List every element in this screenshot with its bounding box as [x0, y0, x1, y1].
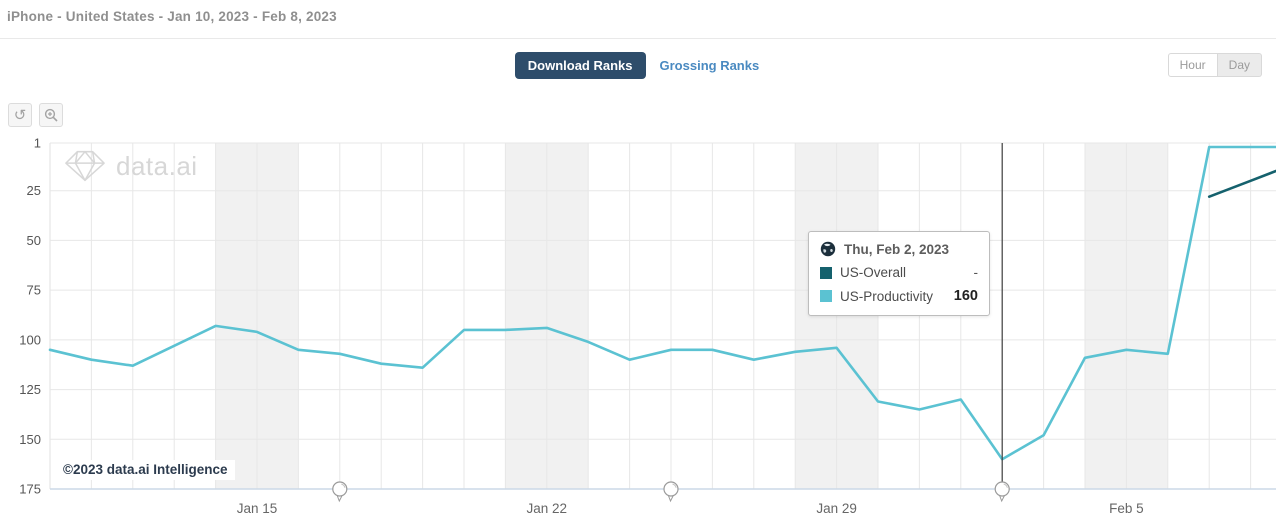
x-axis-tick-label: Feb 5 [1109, 501, 1144, 516]
copyright-label: ©2023 data.ai Intelligence [60, 460, 235, 480]
overall-series-value: - [973, 265, 979, 280]
x-axis-tick-label: Jan 29 [816, 501, 857, 516]
granularity-hour-button[interactable]: Hour [1167, 53, 1218, 77]
tooltip-date-row: Thu, Feb 2, 2023 [820, 241, 978, 257]
tooltip-row-productivity: US-Productivity 160 [820, 288, 978, 304]
y-axis-tick-label: 150 [19, 432, 41, 447]
reset-icon: ↺ [13, 106, 27, 124]
y-axis-tick-label: 1 [34, 136, 41, 151]
globe-icon [820, 241, 836, 257]
productivity-series-label: US-Productivity [840, 288, 934, 304]
overall-series-swatch [820, 266, 832, 279]
chart-tooltip: Thu, Feb 2, 2023 US-Overall - US-Product… [808, 231, 990, 316]
chart-zoom-controls: ↺ [8, 103, 63, 127]
y-axis-tick-label: 75 [27, 283, 41, 298]
page-title: iPhone - United States - Jan 10, 2023 - … [7, 9, 337, 24]
us-overall-line [1207, 169, 1276, 198]
tab-download-ranks[interactable]: Download Ranks [514, 52, 646, 79]
productivity-series-value: 160 [953, 288, 978, 304]
tab-grossing-ranks[interactable]: Grossing Ranks [658, 52, 762, 79]
magnifier-plus-icon [44, 108, 58, 122]
us-productivity-line [48, 145, 1276, 461]
rank-type-tabs: Download Ranks Grossing Ranks [0, 52, 1276, 79]
x-axis-tick-label: Jan 15 [237, 501, 278, 516]
axis-event-pin[interactable] [332, 481, 348, 503]
y-axis-tick-label: 125 [19, 382, 41, 397]
tooltip-row-overall: US-Overall - [820, 265, 978, 280]
axis-event-pin[interactable] [994, 481, 1010, 503]
reset-zoom-button[interactable]: ↺ [8, 103, 32, 127]
overall-series-label: US-Overall [840, 265, 907, 280]
y-axis-tick-label: 100 [19, 332, 41, 347]
granularity-toggle: Hour Day [1167, 53, 1262, 77]
y-axis-tick-label: 25 [27, 183, 41, 198]
zoom-in-button[interactable] [39, 103, 63, 127]
y-axis-tick-label: 50 [27, 233, 41, 248]
x-axis-tick-label: Jan 22 [527, 501, 568, 516]
granularity-day-button[interactable]: Day [1217, 53, 1262, 77]
chart-toolbar: Download Ranks Grossing Ranks Hour Day [0, 39, 1276, 95]
axis-event-pin[interactable] [663, 481, 679, 503]
page-header: iPhone - United States - Jan 10, 2023 - … [0, 0, 1276, 39]
productivity-series-swatch [820, 290, 832, 302]
tooltip-date: Thu, Feb 2, 2023 [844, 241, 950, 257]
y-axis-tick-label: 175 [19, 482, 41, 497]
